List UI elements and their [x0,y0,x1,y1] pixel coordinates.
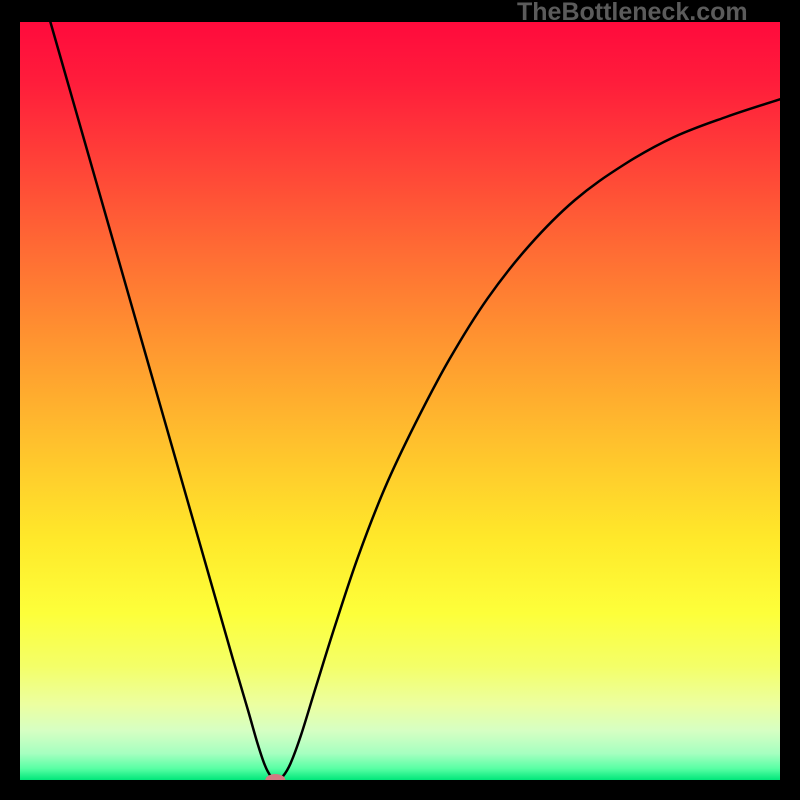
chart-svg [0,0,800,800]
chart-canvas: TheBottleneck.com [0,0,800,800]
watermark-text: TheBottleneck.com [517,0,748,27]
plot-background-gradient [20,22,780,780]
